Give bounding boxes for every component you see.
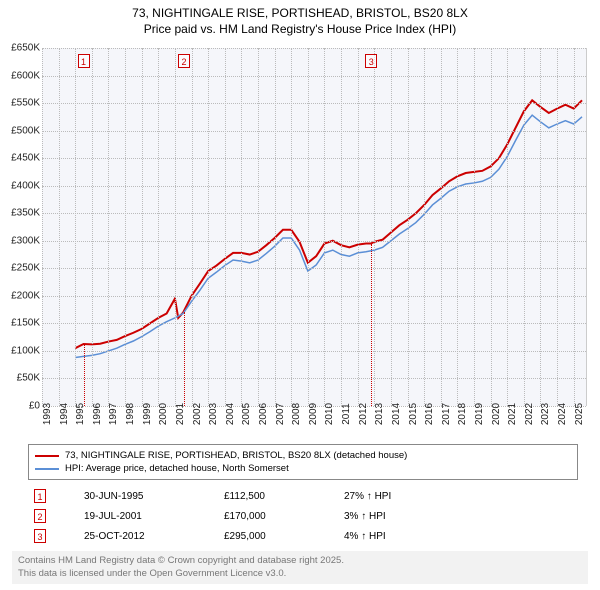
footer-line-1: Contains HM Land Registry data © Crown c… [18,555,582,567]
x-axis-label: 2002 [192,403,203,425]
chart-title: 73, NIGHTINGALE RISE, PORTISHEAD, BRISTO… [0,0,600,37]
y-axis-label: £50K [4,373,40,384]
x-axis-label: 2013 [374,403,385,425]
x-axis-label: 2020 [491,403,502,425]
legend-swatch [35,468,59,470]
x-axis-label: 1997 [108,403,119,425]
sales-row: 2 19-JUL-2001£170,0003% ↑ HPI [28,506,578,526]
sales-price: £170,000 [224,511,344,522]
x-axis-label: 1998 [125,403,136,425]
sales-date: 19-JUL-2001 [84,511,224,522]
x-axis-label: 2014 [391,403,402,425]
x-axis-label: 1996 [92,403,103,425]
sale-marker: 1 [78,54,90,68]
sales-price: £112,500 [224,491,344,502]
x-axis-label: 2000 [158,403,169,425]
x-axis-label: 2022 [524,403,535,425]
sales-row-marker: 2 [34,509,46,523]
x-axis-label: 1995 [75,403,86,425]
y-axis-label: £600K [4,70,40,81]
sales-table: 1 30-JUN-1995£112,50027% ↑ HPI 2 19-JUL-200… [28,486,578,546]
x-axis-label: 2010 [324,403,335,425]
y-axis-label: £250K [4,263,40,274]
sales-row-marker: 1 [34,489,46,503]
sales-pct: 3% ↑ HPI [344,511,464,522]
footer-attribution: Contains HM Land Registry data © Crown c… [12,551,588,584]
y-axis-label: £100K [4,345,40,356]
x-axis-label: 2024 [557,403,568,425]
sales-row: 1 30-JUN-1995£112,50027% ↑ HPI [28,486,578,506]
series-line [75,115,582,357]
sale-marker: 2 [178,54,190,68]
sales-date: 25-OCT-2012 [84,531,224,542]
y-axis-label: £200K [4,290,40,301]
y-axis-label: £0 [4,401,40,412]
x-axis-label: 2006 [258,403,269,425]
legend-item: HPI: Average price, detached house, Nort… [35,462,571,475]
footer-line-2: This data is licensed under the Open Gov… [18,568,582,580]
x-axis-label: 2017 [441,403,452,425]
y-axis-label: £650K [4,43,40,54]
x-axis-label: 2012 [358,403,369,425]
x-axis-label: 2023 [540,403,551,425]
y-axis-label: £400K [4,180,40,191]
sales-row-marker: 3 [34,529,46,543]
y-axis-label: £150K [4,318,40,329]
x-axis-label: 2001 [175,403,186,425]
x-axis-label: 2019 [474,403,485,425]
x-axis-label: 2025 [574,403,585,425]
title-line-1: 73, NIGHTINGALE RISE, PORTISHEAD, BRISTO… [0,6,600,22]
legend-box: 73, NIGHTINGALE RISE, PORTISHEAD, BRISTO… [28,444,578,480]
sales-pct: 4% ↑ HPI [344,531,464,542]
sale-marker: 3 [365,54,377,68]
y-axis-label: £300K [4,235,40,246]
x-axis-label: 2008 [291,403,302,425]
x-axis-label: 2004 [225,403,236,425]
sales-pct: 27% ↑ HPI [344,491,464,502]
x-axis-label: 2007 [275,403,286,425]
y-axis-label: £500K [4,125,40,136]
x-axis-label: 1993 [42,403,53,425]
y-axis-label: £450K [4,153,40,164]
x-axis-label: 2003 [208,403,219,425]
chart-plot-area: 1 2 3 [42,48,587,406]
sales-price: £295,000 [224,531,344,542]
sales-row: 3 25-OCT-2012£295,0004% ↑ HPI [28,526,578,546]
x-axis-label: 1999 [142,403,153,425]
chart-svg [42,48,586,406]
legend-item: 73, NIGHTINGALE RISE, PORTISHEAD, BRISTO… [35,449,571,462]
y-axis-label: £550K [4,98,40,109]
x-axis-label: 2016 [424,403,435,425]
x-axis-label: 2009 [308,403,319,425]
series-line [75,100,582,348]
legend-swatch [35,455,59,457]
legend-label: 73, NIGHTINGALE RISE, PORTISHEAD, BRISTO… [65,450,407,461]
sales-date: 30-JUN-1995 [84,491,224,502]
title-line-2: Price paid vs. HM Land Registry's House … [0,22,600,38]
x-axis-label: 1994 [59,403,70,425]
x-axis-label: 2018 [457,403,468,425]
x-axis-label: 2021 [507,403,518,425]
x-axis-label: 2015 [408,403,419,425]
x-axis-label: 2005 [241,403,252,425]
y-axis-label: £350K [4,208,40,219]
x-axis-label: 2011 [341,403,352,425]
legend-label: HPI: Average price, detached house, Nort… [65,463,289,474]
